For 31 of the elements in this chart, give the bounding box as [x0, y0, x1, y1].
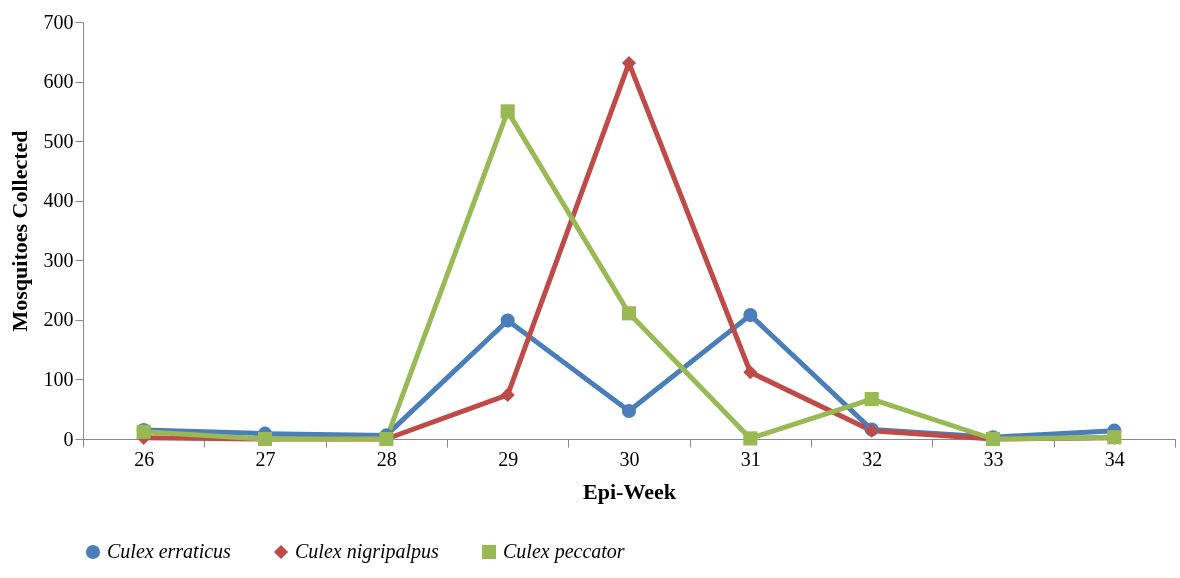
y-axis-title: Mosquitoes Collected: [6, 130, 32, 332]
x-tick-label: 27: [255, 447, 276, 470]
point: [743, 365, 758, 380]
point: [500, 313, 515, 328]
point: [864, 392, 879, 407]
legend-label: Culex peccator: [503, 540, 625, 563]
point: [621, 403, 637, 419]
point: [500, 387, 515, 402]
y-tick-label: 600: [43, 70, 74, 93]
x-tick-label: 32: [862, 447, 883, 470]
point: [743, 308, 758, 323]
point: [621, 306, 637, 321]
y-tick-label: 400: [43, 189, 74, 212]
x-axis-title: Epi-Week: [583, 478, 677, 504]
x-tick-label: 31: [740, 447, 761, 470]
point: [500, 104, 515, 119]
legend-label: Culex nigripalpus: [295, 540, 440, 563]
y-tick-label: 300: [43, 248, 74, 271]
y-tick-label: 200: [43, 308, 74, 331]
x-tick-label: 26: [134, 447, 155, 470]
y-tick-label: 0: [63, 427, 74, 450]
y-tick-label: 700: [43, 10, 74, 33]
legend-label: Culex erraticus: [107, 540, 232, 562]
x-tick-label: 33: [983, 447, 1004, 470]
x-tick-label: 28: [376, 447, 397, 470]
x-tick-label: 30: [619, 447, 640, 470]
x-tick-label: 34: [1104, 447, 1125, 470]
y-tick-label: 100: [43, 367, 74, 390]
y-tick-label: 500: [43, 129, 74, 152]
point: [743, 431, 758, 446]
x-tick-label: 29: [498, 447, 519, 470]
